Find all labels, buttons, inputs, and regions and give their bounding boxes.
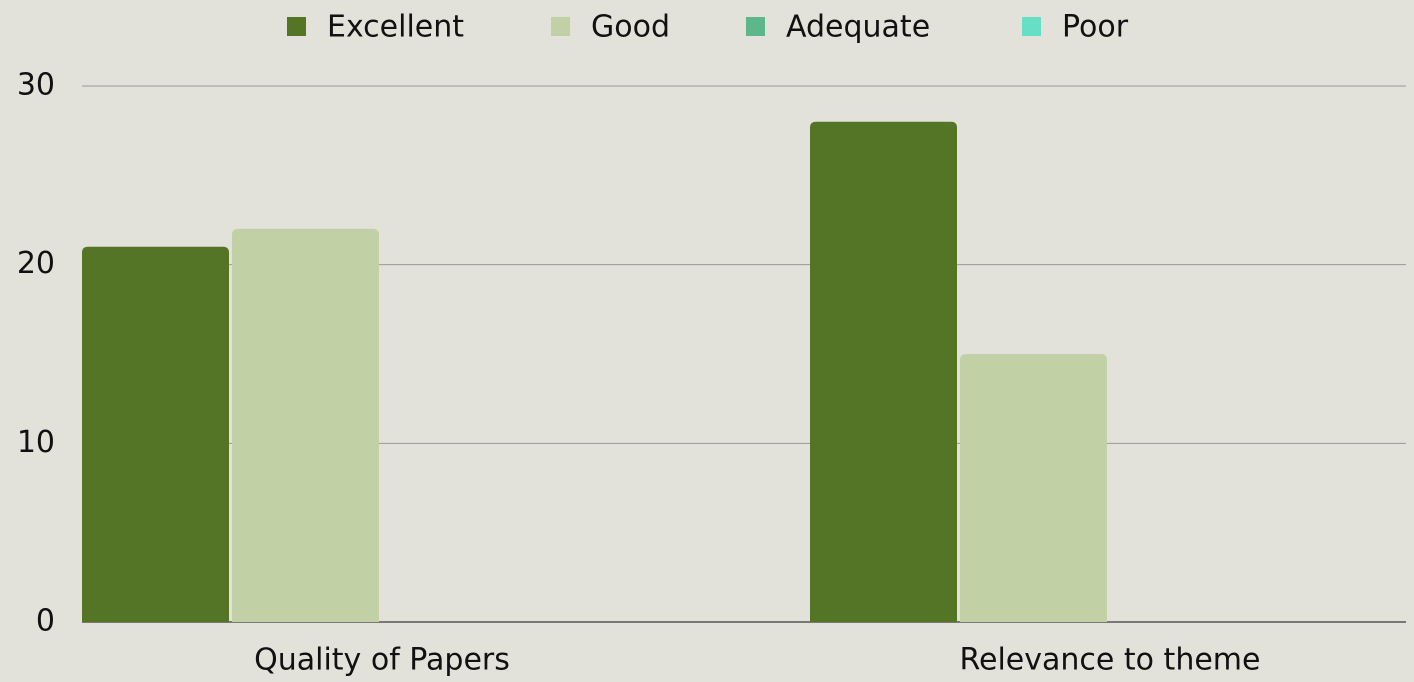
x-tick-label: Quality of Papers (254, 643, 510, 678)
legend-swatch (1022, 17, 1041, 36)
bar (810, 121, 957, 622)
y-tick-label: 10 (17, 425, 55, 460)
y-tick-label: 30 (17, 68, 55, 103)
legend-label: Adequate (786, 10, 930, 45)
legend-label: Poor (1062, 10, 1129, 45)
y-tick-label: 20 (17, 246, 55, 281)
legend-swatch (287, 17, 306, 36)
bar (960, 354, 1107, 622)
bar (82, 246, 229, 623)
legend-label: Good (591, 10, 670, 45)
legend-swatch (551, 17, 570, 36)
legend-label: Excellent (327, 10, 464, 45)
bar (232, 228, 379, 622)
legend-swatch (746, 17, 765, 36)
x-tick-label: Relevance to theme (960, 643, 1261, 678)
y-tick-label: 0 (36, 604, 55, 639)
